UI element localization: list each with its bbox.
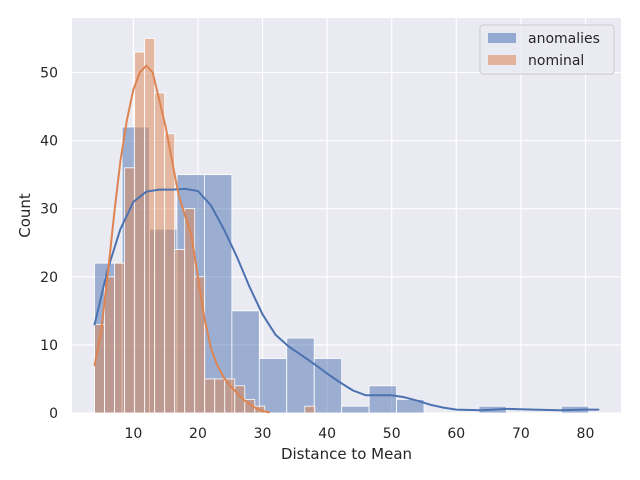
y-tick-label: 20 bbox=[40, 270, 58, 286]
bar-nominal bbox=[194, 276, 206, 414]
bar-nominal bbox=[174, 249, 186, 414]
x-axis-label: Distance to Mean bbox=[281, 445, 412, 463]
bar-anomalies bbox=[204, 174, 233, 414]
x-tick-label: 10 bbox=[124, 426, 142, 442]
legend-label-nominal: nominal bbox=[528, 53, 584, 69]
y-tick-label: 10 bbox=[40, 338, 58, 354]
bar-nominal bbox=[144, 38, 156, 414]
bar-anomalies bbox=[341, 405, 370, 414]
x-tick-label: 60 bbox=[447, 426, 465, 442]
bar-nominal bbox=[184, 208, 196, 414]
y-tick-labels: 0 10 20 30 40 50 bbox=[40, 65, 58, 422]
bar-nominal bbox=[164, 133, 176, 414]
x-tick-label: 50 bbox=[383, 426, 401, 442]
x-tick-label: 80 bbox=[577, 426, 595, 442]
legend-swatch-nominal bbox=[488, 55, 516, 65]
y-tick-label: 30 bbox=[40, 202, 58, 218]
y-tick-label: 40 bbox=[40, 134, 58, 150]
kde-line-nominal bbox=[93, 64, 270, 414]
y-tick-label: 50 bbox=[40, 65, 58, 81]
legend-swatch-anomalies bbox=[488, 33, 516, 43]
x-tick-label: 20 bbox=[189, 426, 207, 442]
legend-label-anomalies: anomalies bbox=[528, 31, 600, 47]
bar-nominal bbox=[214, 378, 226, 414]
y-tick-label: 0 bbox=[49, 406, 58, 422]
x-tick-labels: 10 20 30 40 50 60 70 80 bbox=[124, 426, 594, 442]
bar-nominal bbox=[204, 378, 216, 414]
bar-nominal bbox=[104, 276, 116, 414]
bar-anomalies bbox=[286, 337, 315, 414]
x-tick-label: 30 bbox=[254, 426, 272, 442]
x-tick-label: 40 bbox=[318, 426, 336, 442]
bar-nominal bbox=[304, 405, 316, 414]
bar-nominal bbox=[134, 51, 146, 414]
x-tick-label: 70 bbox=[512, 426, 530, 442]
y-axis-label: Count bbox=[16, 193, 34, 238]
kde-curves bbox=[93, 64, 600, 414]
bar-nominal bbox=[154, 92, 166, 414]
kde-line-anomalies bbox=[93, 187, 600, 412]
bar-nominal bbox=[114, 262, 126, 414]
bar-anomalies bbox=[258, 358, 288, 414]
legend: anomalies nominal bbox=[479, 24, 615, 75]
bar-anomalies bbox=[368, 385, 397, 414]
